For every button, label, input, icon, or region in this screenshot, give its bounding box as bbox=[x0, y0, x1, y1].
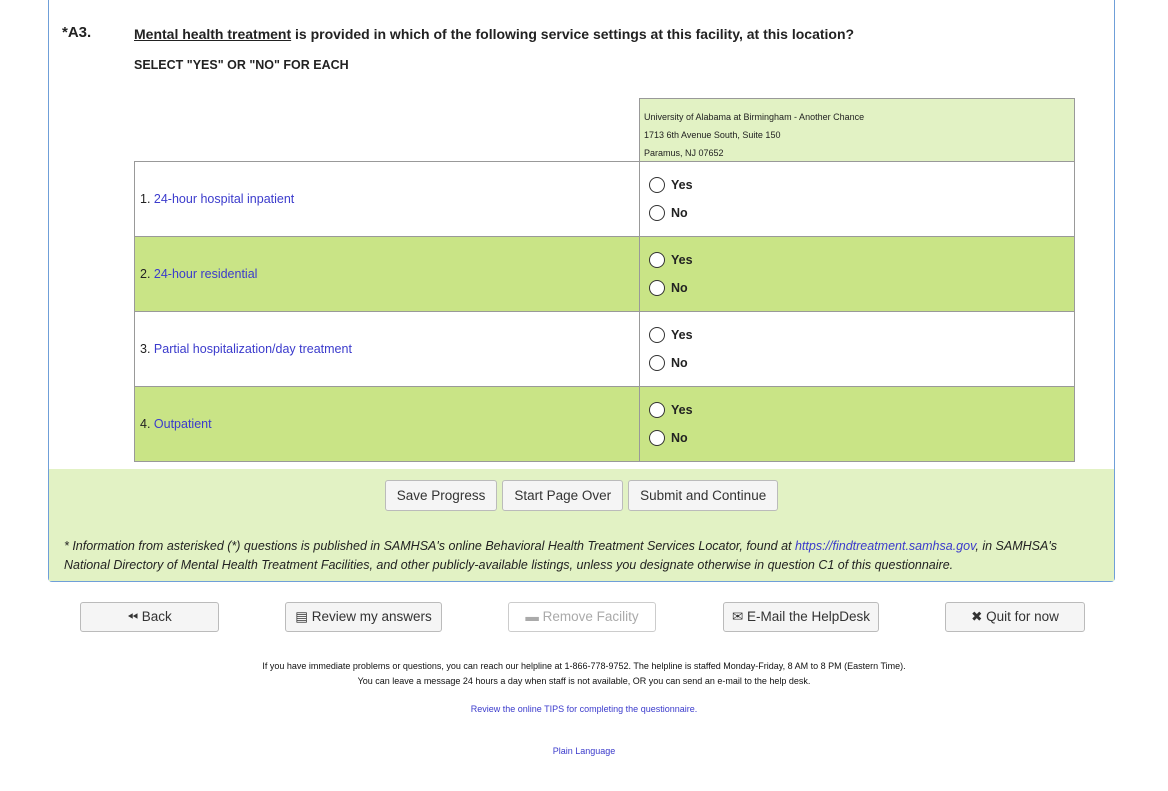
back-button[interactable]: ⏪︎ Back bbox=[80, 602, 219, 632]
question-term: Mental health treatment bbox=[134, 26, 292, 42]
setting-link[interactable]: Partial hospitalization/day treatment bbox=[153, 342, 352, 356]
no-option[interactable]: No bbox=[645, 424, 1069, 452]
no-radio[interactable] bbox=[649, 280, 665, 296]
list-icon: ▤ bbox=[295, 609, 308, 624]
yes-option[interactable]: Yes bbox=[645, 396, 1069, 424]
row-number: 3. bbox=[140, 342, 154, 356]
start-page-over-button[interactable]: Start Page Over bbox=[502, 480, 624, 511]
table-row: 1. 24-hour hospital inpatient Yes No bbox=[134, 161, 1075, 237]
helpline-text: If you have immediate problems or questi… bbox=[262, 661, 906, 671]
remove-label: Remove Facility bbox=[542, 609, 639, 624]
setting-label: 2. 24-hour residential bbox=[134, 236, 640, 312]
yes-radio[interactable] bbox=[649, 402, 665, 418]
review-answers-button[interactable]: ▤ Review my answers bbox=[285, 602, 442, 632]
table-row: 2. 24-hour residential Yes No bbox=[134, 236, 1075, 312]
question-number: *A3. bbox=[62, 24, 92, 41]
back-label: Back bbox=[141, 609, 172, 624]
yes-option[interactable]: Yes bbox=[645, 171, 1069, 199]
note-text-2: , in SAMHSA's National Directory of Ment… bbox=[64, 539, 1057, 572]
no-option[interactable]: No bbox=[645, 349, 1069, 377]
instruction: SELECT "YES" OR "NO" FOR EACH bbox=[134, 58, 349, 72]
table-row: 4. Outpatient Yes No bbox=[134, 386, 1075, 462]
save-progress-button[interactable]: Save Progress bbox=[384, 480, 498, 511]
no-label: No bbox=[671, 356, 688, 370]
setting-link[interactable]: 24-hour residential bbox=[153, 267, 258, 281]
no-option[interactable]: No bbox=[645, 199, 1069, 227]
settings-table: 1. 24-hour hospital inpatient Yes No 2. 2… bbox=[134, 161, 1075, 462]
tips-link[interactable]: Review the online TIPS for completing th… bbox=[470, 704, 698, 714]
answer-cell: Yes No bbox=[639, 161, 1075, 237]
yes-option[interactable]: Yes bbox=[645, 246, 1069, 274]
review-label: Review my answers bbox=[311, 609, 432, 624]
question-panel bbox=[48, 0, 1115, 582]
no-label: No bbox=[671, 206, 688, 220]
envelope-icon: ✉ bbox=[731, 609, 744, 624]
note-text: * Information from asterisked (*) questi… bbox=[64, 539, 795, 553]
email-label: E-Mail the HelpDesk bbox=[747, 609, 871, 624]
facility-header: University of Alabama at Birmingham - An… bbox=[639, 98, 1075, 162]
plain-language-link[interactable]: Plain Language bbox=[552, 746, 616, 756]
no-radio[interactable] bbox=[649, 205, 665, 221]
minus-icon: ▬ bbox=[525, 609, 539, 624]
backward-icon: ⏪︎ bbox=[127, 609, 139, 624]
yes-label: Yes bbox=[671, 178, 693, 192]
email-helpdesk-button[interactable]: ✉ E-Mail the HelpDesk bbox=[723, 602, 879, 632]
row-number: 4. bbox=[140, 417, 154, 431]
submit-continue-button[interactable]: Submit and Continue bbox=[628, 480, 779, 511]
question-body: is provided in which of the following se… bbox=[291, 26, 855, 42]
message-text: You can leave a message 24 hours a day w… bbox=[357, 676, 811, 686]
answer-cell: Yes No bbox=[639, 311, 1075, 387]
no-label: No bbox=[671, 431, 688, 445]
facility-address1: 1713 6th Avenue South, Suite 150 bbox=[644, 130, 781, 140]
setting-label: 3. Partial hospitalization/day treatment bbox=[134, 311, 640, 387]
question-text: Mental health treatment is provided in w… bbox=[134, 26, 854, 42]
answer-cell: Yes No bbox=[639, 236, 1075, 312]
setting-label: 1. 24-hour hospital inpatient bbox=[134, 161, 640, 237]
yes-radio[interactable] bbox=[649, 177, 665, 193]
answer-cell: Yes No bbox=[639, 386, 1075, 462]
setting-label: 4. Outpatient bbox=[134, 386, 640, 462]
no-option[interactable]: No bbox=[645, 274, 1069, 302]
yes-label: Yes bbox=[671, 253, 693, 267]
row-number: 1. bbox=[140, 192, 154, 206]
setting-link[interactable]: 24-hour hospital inpatient bbox=[153, 192, 295, 206]
yes-radio[interactable] bbox=[649, 252, 665, 268]
yes-option[interactable]: Yes bbox=[645, 321, 1069, 349]
yes-label: Yes bbox=[671, 403, 693, 417]
yes-radio[interactable] bbox=[649, 327, 665, 343]
close-icon: ✖ bbox=[971, 609, 983, 624]
table-row: 3. Partial hospitalization/day treatment… bbox=[134, 311, 1075, 387]
no-label: No bbox=[671, 281, 688, 295]
row-number: 2. bbox=[140, 267, 154, 281]
remove-facility-button[interactable]: ▬ Remove Facility bbox=[508, 602, 656, 632]
findtreatment-link[interactable]: https://findtreatment.samhsa.gov bbox=[794, 539, 976, 553]
facility-address2: Paramus, NJ 07652 bbox=[644, 148, 724, 158]
no-radio[interactable] bbox=[649, 355, 665, 371]
no-radio[interactable] bbox=[649, 430, 665, 446]
quit-button[interactable]: ✖ Quit for now bbox=[945, 602, 1085, 632]
publication-note: * Information from asterisked (*) questi… bbox=[64, 537, 1099, 575]
setting-link[interactable]: Outpatient bbox=[153, 417, 212, 431]
quit-label: Quit for now bbox=[986, 609, 1059, 624]
form-footer: Save Progress Start Page Over Submit and… bbox=[49, 469, 1114, 581]
facility-name: University of Alabama at Birmingham - An… bbox=[644, 112, 865, 122]
yes-label: Yes bbox=[671, 328, 693, 342]
